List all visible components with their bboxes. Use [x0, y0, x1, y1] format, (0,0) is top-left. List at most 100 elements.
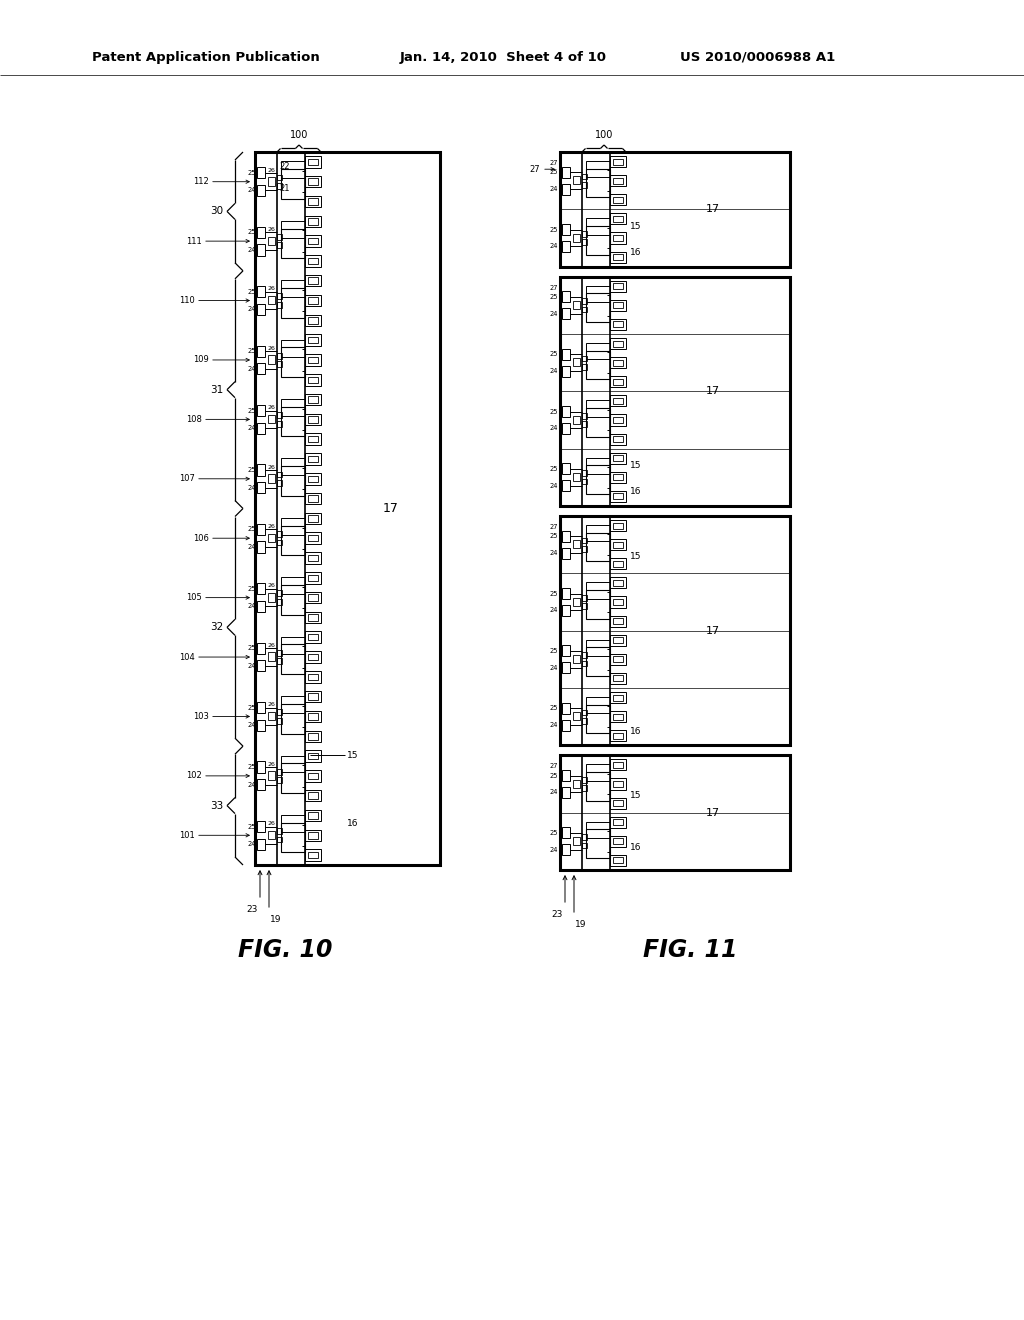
- Bar: [613, 858, 623, 863]
- Bar: [305, 611, 321, 623]
- Text: 17: 17: [706, 626, 720, 636]
- Text: 111: 111: [186, 236, 202, 246]
- Bar: [257, 185, 265, 197]
- Bar: [586, 351, 610, 379]
- Bar: [586, 697, 610, 713]
- Bar: [308, 653, 318, 660]
- Bar: [308, 634, 318, 640]
- Text: 15: 15: [630, 222, 641, 231]
- Text: 24: 24: [248, 187, 256, 194]
- Bar: [610, 836, 626, 847]
- Bar: [573, 473, 580, 480]
- Bar: [613, 762, 623, 768]
- Text: 26: 26: [267, 168, 274, 173]
- Bar: [305, 789, 321, 801]
- Text: 24: 24: [248, 544, 256, 550]
- Bar: [586, 764, 610, 780]
- Bar: [308, 436, 318, 442]
- Text: 27: 27: [550, 285, 558, 290]
- Text: 26: 26: [267, 405, 274, 411]
- Bar: [613, 397, 623, 404]
- Bar: [257, 244, 265, 256]
- Bar: [257, 465, 265, 475]
- Text: 110: 110: [179, 296, 195, 305]
- Bar: [613, 197, 623, 203]
- Bar: [613, 800, 623, 807]
- Text: 25: 25: [248, 824, 256, 829]
- Bar: [305, 433, 321, 445]
- Bar: [257, 405, 265, 416]
- Bar: [586, 343, 610, 359]
- Text: 25: 25: [550, 648, 558, 653]
- Bar: [562, 224, 570, 235]
- Bar: [582, 470, 587, 477]
- Text: 26: 26: [267, 643, 274, 648]
- Bar: [610, 855, 626, 866]
- Bar: [573, 177, 580, 185]
- Text: 24: 24: [550, 607, 558, 614]
- Bar: [586, 525, 610, 541]
- Bar: [257, 821, 265, 832]
- Bar: [278, 302, 282, 308]
- Bar: [281, 696, 305, 713]
- Bar: [582, 537, 587, 544]
- Text: 100: 100: [595, 129, 613, 140]
- Bar: [278, 421, 282, 426]
- Text: 25: 25: [248, 645, 256, 651]
- Bar: [305, 631, 321, 643]
- Text: 15: 15: [347, 751, 358, 759]
- Bar: [308, 752, 318, 759]
- Text: 25: 25: [550, 227, 558, 232]
- Bar: [281, 517, 305, 535]
- Bar: [257, 719, 265, 731]
- Bar: [610, 471, 626, 483]
- Bar: [268, 533, 275, 543]
- Text: 27: 27: [550, 160, 558, 166]
- Bar: [610, 414, 626, 425]
- Bar: [586, 532, 610, 561]
- Bar: [305, 552, 321, 564]
- Text: 26: 26: [267, 702, 274, 708]
- Bar: [586, 590, 610, 619]
- Bar: [308, 257, 318, 264]
- Text: 17: 17: [706, 387, 720, 396]
- Text: 25: 25: [550, 533, 558, 539]
- Bar: [308, 356, 318, 363]
- Bar: [613, 820, 623, 825]
- Bar: [278, 837, 282, 842]
- Bar: [610, 300, 626, 312]
- Bar: [281, 161, 305, 178]
- Bar: [308, 693, 318, 700]
- Bar: [305, 334, 321, 346]
- Bar: [305, 255, 321, 267]
- Text: 19: 19: [575, 920, 587, 929]
- Bar: [562, 463, 570, 474]
- Bar: [560, 516, 790, 746]
- Bar: [278, 659, 282, 664]
- Bar: [281, 466, 305, 496]
- Bar: [305, 671, 321, 682]
- Bar: [305, 572, 321, 583]
- Bar: [586, 458, 610, 474]
- Bar: [308, 851, 318, 858]
- Bar: [257, 762, 265, 772]
- Text: 25: 25: [248, 764, 256, 770]
- Text: 19: 19: [270, 915, 282, 924]
- Bar: [308, 337, 318, 343]
- Bar: [582, 174, 587, 180]
- Text: 24: 24: [248, 603, 256, 610]
- Bar: [613, 694, 623, 701]
- Bar: [610, 597, 626, 607]
- Text: 24: 24: [550, 425, 558, 432]
- Text: 26: 26: [267, 583, 274, 589]
- Bar: [586, 218, 610, 235]
- Bar: [308, 812, 318, 818]
- Bar: [613, 178, 623, 183]
- Text: 24: 24: [248, 722, 256, 729]
- Text: 26: 26: [267, 465, 274, 470]
- Bar: [610, 779, 626, 789]
- Bar: [610, 156, 626, 168]
- Bar: [305, 809, 321, 821]
- Bar: [610, 730, 626, 742]
- Bar: [281, 704, 305, 734]
